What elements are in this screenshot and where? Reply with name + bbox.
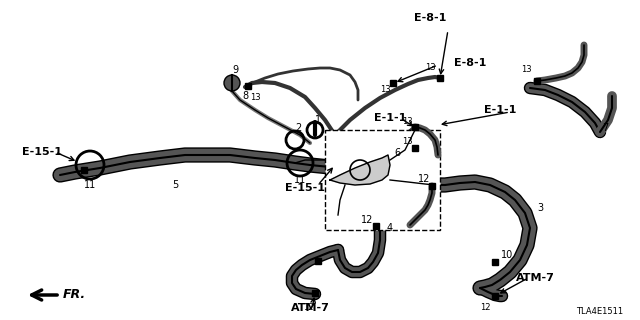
Text: 13: 13 bbox=[521, 66, 531, 75]
Bar bbox=[325, 130, 440, 230]
Text: 3: 3 bbox=[537, 203, 543, 213]
Bar bbox=[437, 75, 443, 81]
Bar bbox=[412, 124, 418, 130]
Bar bbox=[245, 83, 251, 89]
Text: 11: 11 bbox=[294, 175, 306, 185]
Text: 13: 13 bbox=[425, 63, 435, 73]
Text: 12: 12 bbox=[361, 215, 373, 225]
Text: 5: 5 bbox=[172, 180, 178, 190]
Text: E-8-1: E-8-1 bbox=[414, 13, 446, 23]
Polygon shape bbox=[330, 155, 390, 185]
Text: 12: 12 bbox=[303, 302, 313, 311]
Text: E-1-1: E-1-1 bbox=[374, 113, 406, 123]
Text: TLA4E1511: TLA4E1511 bbox=[577, 308, 623, 316]
Text: 13: 13 bbox=[402, 117, 412, 126]
Bar bbox=[492, 293, 498, 299]
Bar bbox=[390, 80, 396, 86]
Text: 13: 13 bbox=[250, 92, 260, 101]
Bar bbox=[373, 223, 379, 229]
Bar bbox=[492, 259, 498, 265]
Text: 13: 13 bbox=[380, 85, 390, 94]
Text: E-15-1: E-15-1 bbox=[285, 183, 325, 193]
Text: 7: 7 bbox=[602, 123, 608, 133]
Bar bbox=[412, 145, 418, 151]
Text: E-8-1: E-8-1 bbox=[454, 58, 486, 68]
Text: E-15-1: E-15-1 bbox=[22, 147, 62, 157]
Text: FR.: FR. bbox=[63, 289, 86, 301]
Text: 6: 6 bbox=[394, 148, 400, 158]
Text: 10: 10 bbox=[501, 250, 513, 260]
Text: 12: 12 bbox=[418, 174, 430, 184]
Circle shape bbox=[224, 75, 240, 91]
Bar bbox=[429, 183, 435, 189]
Text: 4: 4 bbox=[387, 223, 393, 233]
Bar bbox=[81, 167, 87, 173]
Text: ATM-7: ATM-7 bbox=[516, 273, 554, 283]
Bar bbox=[312, 290, 318, 296]
Text: 1: 1 bbox=[315, 115, 321, 125]
Bar bbox=[534, 78, 540, 84]
Text: 11: 11 bbox=[84, 180, 96, 190]
Text: 13: 13 bbox=[402, 138, 412, 147]
Text: 8: 8 bbox=[242, 91, 248, 101]
Text: 2: 2 bbox=[295, 123, 301, 133]
Text: ATM-7: ATM-7 bbox=[291, 303, 330, 313]
Text: 9: 9 bbox=[232, 65, 238, 75]
Bar bbox=[315, 258, 321, 264]
Text: E-1-1: E-1-1 bbox=[484, 105, 516, 115]
Text: 12: 12 bbox=[480, 302, 490, 311]
